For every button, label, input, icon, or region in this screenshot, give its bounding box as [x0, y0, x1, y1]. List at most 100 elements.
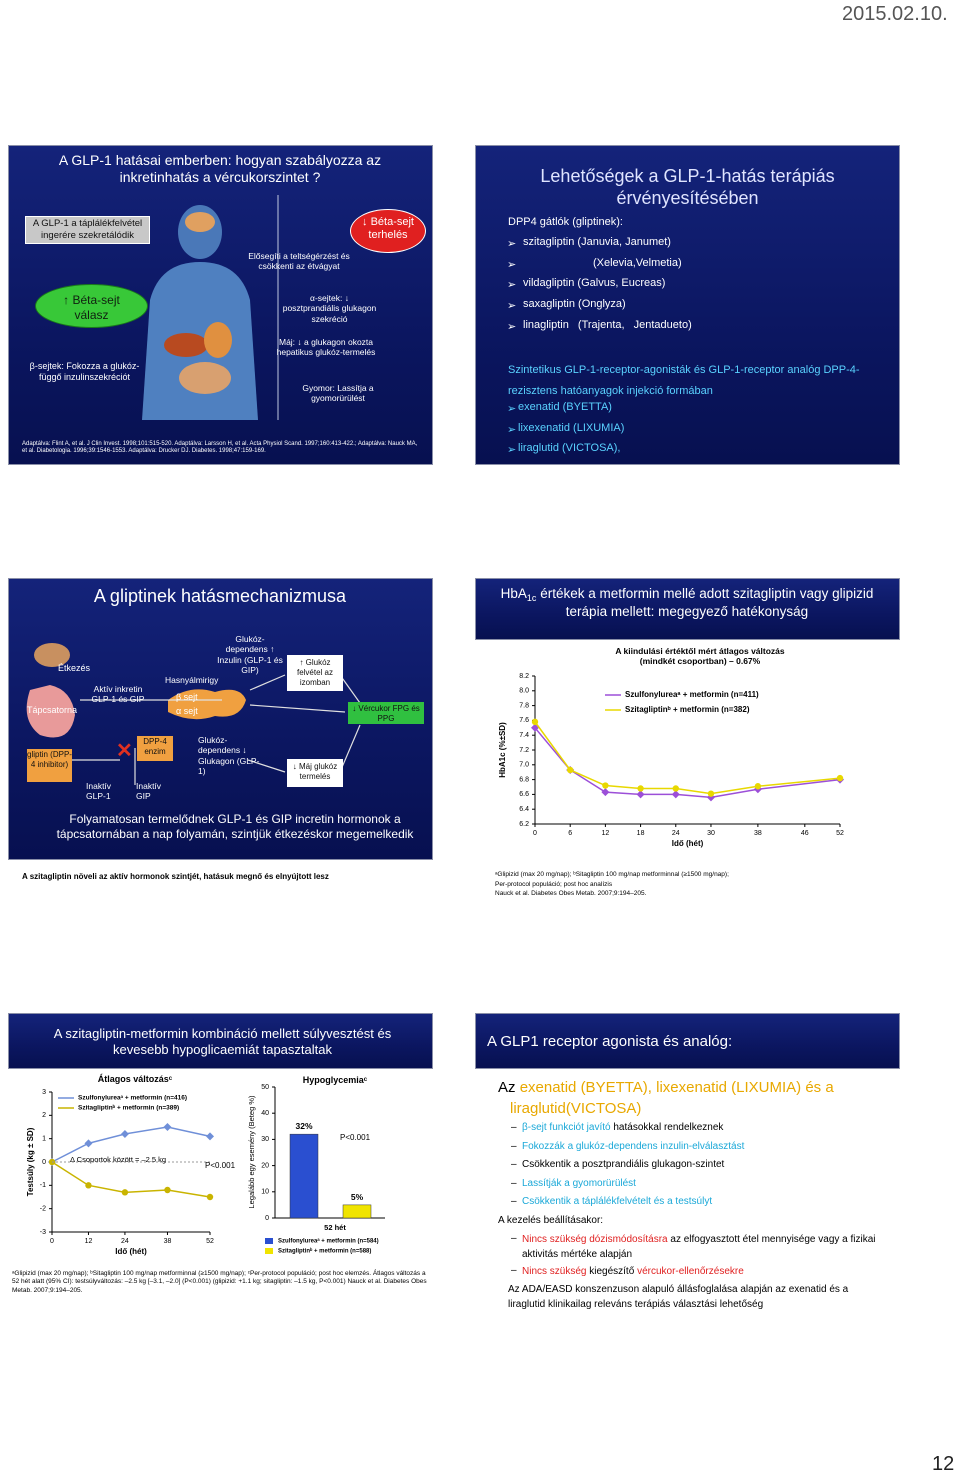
caption: A szitagliptin növeli az aktív hormonok …: [22, 872, 329, 881]
dpp4-items: vildagliptin (Galvus, Eucreas): [523, 277, 666, 290]
text-part: kiegészítő: [586, 1266, 638, 1277]
beta-load: ↓ Béta-sejt terhelés: [362, 216, 414, 242]
y-tick-label: 2: [42, 1112, 46, 1119]
blocker-x: ✕: [116, 740, 133, 762]
x-tick-label: 52: [836, 830, 844, 837]
inactive-gip: Inaktív GIP: [136, 781, 162, 802]
chart-title: Átlagos változásᶜ: [98, 1074, 173, 1084]
footnote: ᵃGlipizid (max 20 mg/nap); ᵇSitagliptin …: [12, 1270, 427, 1294]
y-tick-label: 1: [42, 1136, 46, 1143]
y-tick-label: 6.4: [519, 806, 529, 813]
page-number: 12: [932, 1453, 955, 1475]
effects: β-sejt funkciót javító hatásokkal rendel…: [522, 1122, 882, 1134]
alpha-cell: α sejt: [176, 706, 198, 716]
legend-label: Szitagliptinᵇ + metformin (n=382): [625, 705, 750, 714]
series-line: [534, 721, 841, 795]
title: A GLP1 receptor agonista és analóg:: [487, 1033, 733, 1050]
arrow: [249, 674, 286, 691]
title: A szitagliptin-metformin kombináció mell…: [53, 1026, 392, 1057]
x-tick-label: 52: [206, 1238, 214, 1245]
text-part: Csökkentik a táplálékfelvételt és a test…: [522, 1196, 713, 1207]
insulin: Glukóz-dependens ↑ Inzulin (GLP-1 és GIP…: [217, 634, 283, 676]
glp1-items: liraglutid (VICTOSA),: [518, 442, 621, 454]
legend-label: Szitagliptinᵇ + metformin (n=588): [278, 1248, 371, 1255]
muscle: ↑ Glukóz felvétel az izomban: [296, 658, 334, 687]
arrow: [249, 704, 346, 713]
satiety: Elősegíti a teltségérzést és csökkenti a…: [248, 251, 350, 272]
dash: –: [511, 1177, 517, 1189]
data-point: [836, 774, 844, 782]
data-point: [637, 785, 644, 792]
x-tick-label: 52 hét: [324, 1223, 346, 1232]
dpp4-items: saxagliptin (Onglyza): [523, 298, 626, 311]
gliptin: gliptin (DPP-4 inhibitor): [27, 750, 72, 769]
data-point: [164, 1186, 171, 1194]
y-tick-label: 7.6: [519, 717, 529, 724]
series-line: [51, 1161, 211, 1198]
treatment: Nincs szükség dózismódosításra az elfogy…: [522, 1233, 882, 1262]
data-point: [121, 1189, 129, 1196]
y-tick-label: 50: [261, 1084, 269, 1091]
legend-label: Szulfonylureaᵃ + metformin (n=416): [78, 1095, 187, 1102]
ellipse-red: [350, 209, 426, 253]
effects: Lassítják a gyomorürülést: [522, 1178, 882, 1190]
meal: Étkezés: [58, 663, 91, 673]
figure-intestine: [179, 362, 231, 394]
data-point: [206, 1132, 214, 1141]
y-tick-label: 6.8: [519, 776, 529, 783]
y-tick-label: 0: [42, 1159, 46, 1166]
dpp4-enzyme: DPP-4 enzim: [143, 737, 167, 756]
label-box: [25, 216, 150, 244]
conclusion: Az ADA/EASD konszenzuson alapuló állásfo…: [508, 1284, 849, 1310]
x-tick-label: 6: [568, 830, 572, 837]
secretion: A GLP-1 a táplálékfelvétel ingerére szek…: [32, 218, 143, 241]
y-tick-label: 8.2: [519, 673, 529, 680]
text-part: Nincs szükség: [522, 1266, 587, 1277]
x-tick-label: 38: [164, 1238, 172, 1245]
title: A kiindulási értéktől mért átlagos válto…: [615, 646, 785, 667]
bullet: ➢: [507, 258, 517, 271]
text-part: Fokozzák a glukóz-dependens inzulin-elvá…: [522, 1140, 745, 1152]
y-tick-label: 7.4: [519, 732, 529, 739]
y-tick-label: 3: [42, 1089, 46, 1096]
x-tick-label: 38: [754, 830, 762, 837]
y-tick-label: -1: [40, 1182, 46, 1189]
title: A GLP-1 hatásai emberben: hogyan szabály…: [58, 152, 382, 186]
figure-brain: [185, 212, 215, 232]
dash: –: [511, 1196, 517, 1207]
arrow: [339, 674, 361, 704]
legend-label: Szitagliptinᵇ + metformin (n=389): [78, 1105, 179, 1112]
footnote: Nauck et al. Diabetes Obes Metab. 2007;9…: [495, 890, 647, 897]
title: A gliptinek hatásmechanizmusa: [93, 586, 347, 606]
text-part: hatásokkal rendelkeznek: [610, 1122, 724, 1133]
pancreas-image: [168, 689, 246, 720]
liver: ↓ Máj glukóz termelés: [292, 762, 338, 781]
text-part: Az: [498, 1079, 520, 1096]
label-box: [287, 759, 343, 787]
value-label: 5%: [351, 1192, 364, 1202]
figure-liver: [164, 333, 208, 357]
pancreas: Hasnyálmirigy: [165, 675, 219, 685]
p-value: P<0.001: [340, 1133, 371, 1142]
figure-stomach: [204, 322, 232, 358]
ellipse-green: [35, 284, 148, 328]
x-tick-label: 30: [707, 830, 715, 837]
slide-5-title-bar: [8, 1013, 433, 1069]
glucagon: Glukóz-dependens ↓ Glukagon (GLP-1): [198, 735, 260, 777]
bullet: ➢: [507, 320, 517, 333]
text-part: Lassítják a gyomorürülést: [522, 1177, 636, 1189]
x-tick-label: 24: [672, 830, 680, 837]
bullet: ➢: [507, 423, 517, 436]
footnote: Per-protocol populáció; post hoc analízi…: [495, 880, 613, 888]
gut: Tápcsatorna: [27, 705, 78, 715]
y-tick-label: 40: [261, 1110, 269, 1117]
y-axis-label: HbA1c (%±SD): [498, 722, 507, 778]
y-tick-label: 20: [261, 1162, 269, 1169]
treatment: Nincs szükség kiegészítő vércukor-ellenő…: [522, 1265, 882, 1280]
y-tick-label: 8.0: [519, 688, 529, 695]
title-parts: HbA1c értékek a metformin mellé adott sz…: [482, 586, 892, 620]
legend-swatch: [265, 1248, 273, 1254]
text-part: HbA: [500, 586, 527, 601]
